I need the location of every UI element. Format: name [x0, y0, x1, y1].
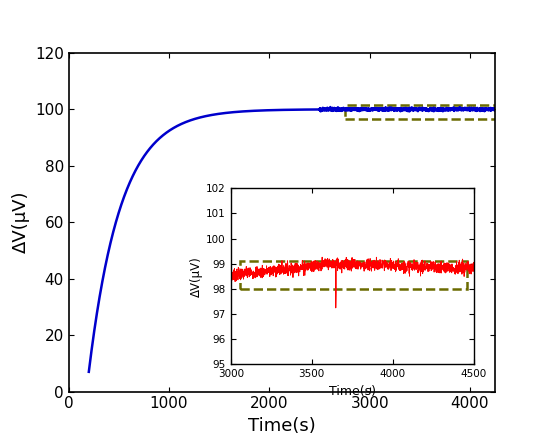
Bar: [344, 105, 496, 119]
Y-axis label: ΔV(μV): ΔV(μV): [190, 256, 204, 297]
Y-axis label: ΔV(μV): ΔV(μV): [12, 191, 30, 253]
X-axis label: Time(s): Time(s): [248, 417, 316, 435]
X-axis label: Time(s): Time(s): [329, 385, 376, 398]
Bar: [240, 261, 467, 289]
